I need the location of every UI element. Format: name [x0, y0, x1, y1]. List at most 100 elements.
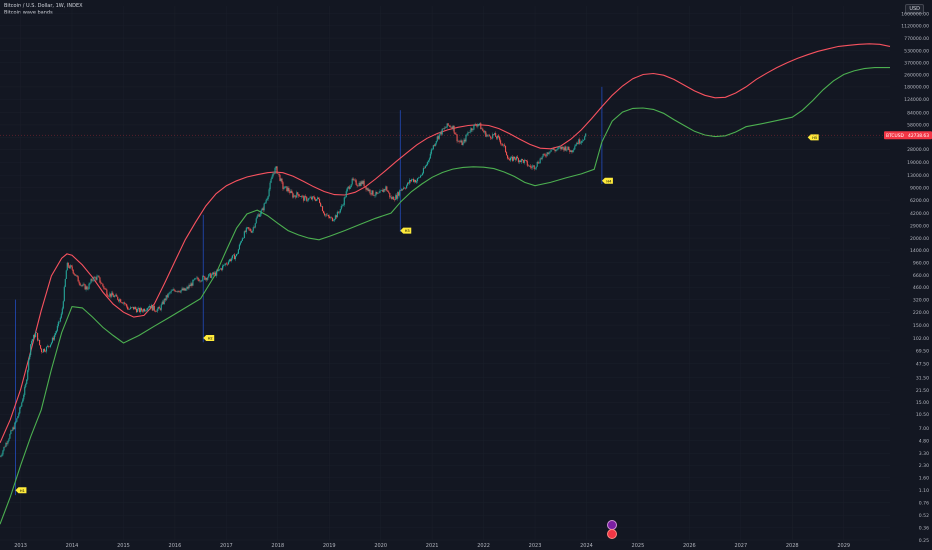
candle — [173, 289, 175, 291]
candle — [296, 192, 298, 198]
candle — [147, 307, 149, 309]
candle — [113, 295, 115, 298]
candle — [27, 370, 29, 380]
candle — [263, 203, 265, 211]
candle — [1, 454, 3, 456]
candle — [157, 306, 159, 309]
candle — [473, 124, 475, 130]
candle — [436, 136, 438, 141]
candle — [386, 186, 388, 191]
y-tick-label: 1.10 — [919, 488, 929, 494]
candle — [430, 149, 432, 154]
candle — [527, 165, 529, 167]
candle — [504, 145, 507, 153]
candle — [470, 128, 472, 132]
candle — [507, 158, 510, 160]
candle — [69, 265, 71, 269]
currency-button[interactable]: USD — [905, 4, 924, 14]
halving-markers: H1 H2 H3 H4 H5 — [15, 134, 819, 494]
candle — [399, 190, 401, 196]
candle — [47, 345, 50, 347]
candle — [133, 307, 136, 310]
candle — [547, 152, 549, 154]
candle — [562, 146, 564, 148]
candle — [447, 123, 449, 126]
candle — [376, 191, 378, 194]
candle — [99, 277, 101, 283]
candle — [500, 140, 502, 144]
candle — [465, 135, 467, 142]
y-tick-label: 124000.00 — [904, 97, 929, 103]
candle — [494, 133, 496, 135]
earnings-icon[interactable] — [607, 529, 617, 539]
candle — [484, 131, 486, 133]
candle — [6, 442, 8, 444]
indicator-title[interactable]: Bitcoin wave bands — [4, 10, 53, 16]
candle — [30, 344, 32, 355]
candle — [334, 215, 336, 220]
candle — [223, 264, 225, 266]
y-tick-label: 58000.00 — [907, 123, 929, 129]
candle — [512, 156, 515, 161]
candle — [73, 273, 75, 275]
candle — [366, 188, 368, 190]
candle — [307, 200, 309, 201]
candle — [24, 387, 26, 395]
candle — [198, 279, 200, 282]
candle — [260, 210, 262, 215]
candle — [91, 279, 93, 281]
candle — [537, 162, 539, 164]
candle — [311, 197, 313, 200]
candle — [563, 147, 565, 151]
candle — [167, 293, 169, 298]
candle — [70, 265, 72, 267]
candle — [475, 124, 477, 126]
candle — [391, 197, 393, 200]
candle — [317, 197, 319, 200]
candle — [346, 187, 348, 192]
candle — [76, 275, 78, 277]
candle — [50, 342, 52, 345]
candle — [237, 249, 239, 254]
halving-label-h1: H1 — [15, 487, 27, 494]
upper-band-line — [0, 43, 891, 444]
candle — [578, 139, 580, 144]
halving-label-h3: H3 — [400, 227, 412, 234]
candle — [382, 189, 384, 192]
candle — [271, 176, 273, 180]
candle — [179, 291, 181, 293]
candle — [519, 160, 521, 163]
candle — [254, 223, 256, 228]
candle — [272, 173, 274, 177]
candle — [323, 213, 326, 216]
y-tick-label: 0.52 — [919, 513, 929, 519]
y-tick-label: 9000.00 — [910, 185, 929, 191]
candle — [216, 270, 218, 276]
candle — [230, 258, 233, 261]
candle — [166, 295, 168, 298]
y-tick-label: 770000.00 — [904, 36, 929, 42]
candle — [45, 346, 48, 352]
candle — [539, 158, 541, 164]
candle — [461, 140, 463, 146]
y-tick-label: 0.36 — [919, 526, 929, 532]
candle — [12, 427, 14, 431]
candle — [576, 142, 578, 145]
candle — [181, 288, 183, 291]
candle — [18, 413, 20, 417]
candle — [349, 187, 351, 189]
candle — [454, 132, 456, 135]
candle — [370, 193, 372, 195]
candle — [130, 307, 132, 310]
candle — [241, 238, 243, 241]
candle — [211, 274, 213, 278]
candle — [192, 279, 194, 286]
candle — [191, 283, 193, 286]
candle — [347, 186, 349, 188]
y-tick-label: 530000.00 — [904, 48, 929, 54]
candle — [498, 135, 500, 137]
candle — [438, 134, 440, 139]
candle — [168, 292, 170, 294]
candle — [143, 308, 145, 312]
